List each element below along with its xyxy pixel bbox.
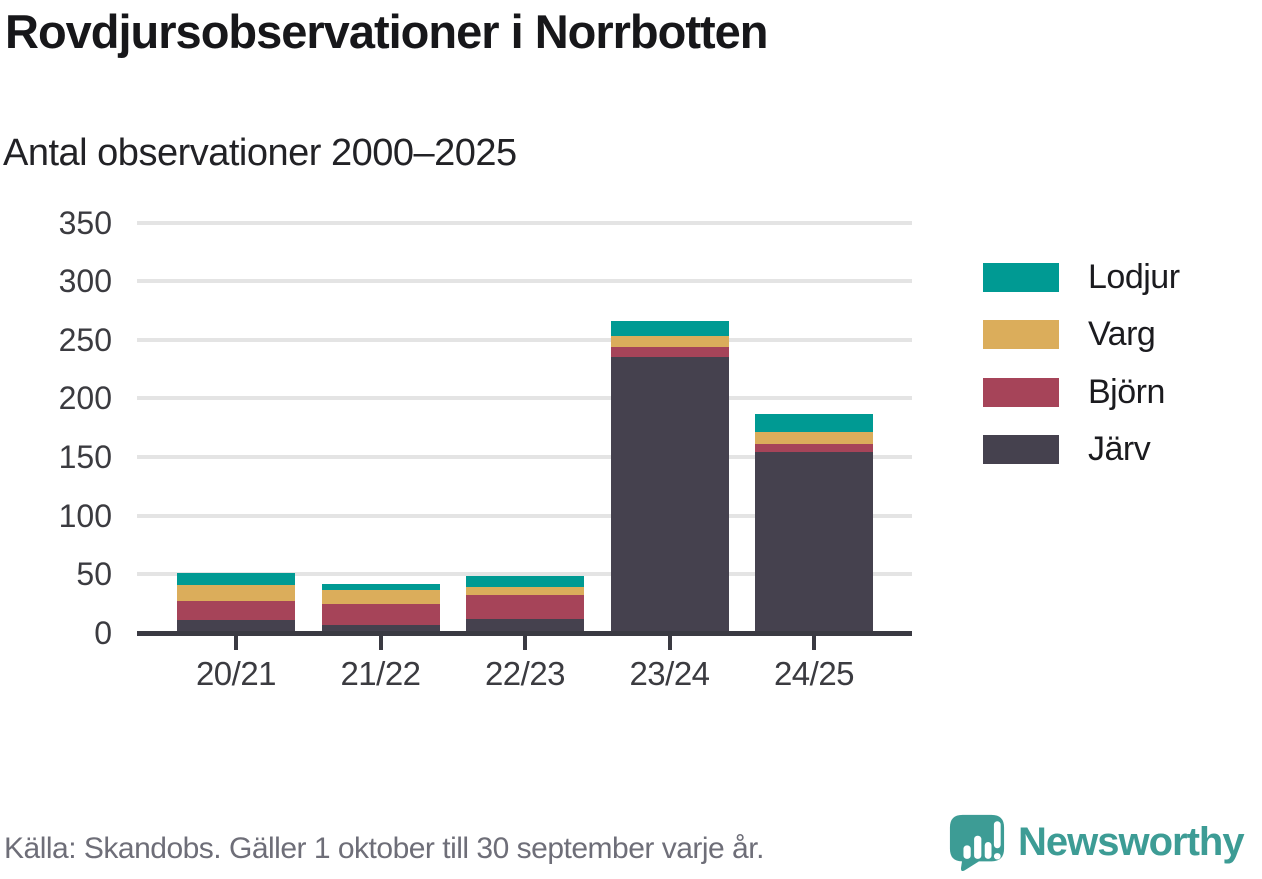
x-axis-tick: [234, 636, 238, 650]
x-axis-tick: [812, 636, 816, 650]
bar-segment-björn: [755, 444, 873, 453]
y-tick-label: 350: [58, 204, 112, 241]
y-tick-label: 200: [58, 380, 112, 417]
y-tick-label: 50: [76, 556, 112, 593]
bar-segment-björn: [177, 601, 295, 621]
gridline-50: [137, 572, 912, 577]
x-tick-label: 21/22: [340, 655, 421, 692]
y-tick-label: 150: [58, 439, 112, 476]
x-axis-tick: [667, 636, 672, 650]
chart-title: Rovdjursobservationer i Norrbotten: [5, 5, 768, 58]
bar-segment-varg: [610, 336, 729, 347]
gridline-250: [137, 337, 912, 342]
y-tick-label: 250: [58, 321, 112, 358]
legend-label-lodjur: Lodjur: [1088, 258, 1180, 296]
x-tick-label: 20/21: [195, 655, 277, 692]
x-axis-tick: [378, 636, 383, 650]
gridline-150: [137, 455, 912, 460]
legend-label-varg: Varg: [1088, 315, 1156, 354]
y-tick-label: 0: [94, 615, 112, 651]
gridline-200: [137, 396, 912, 401]
bar-segment-varg: [177, 584, 295, 602]
legend-swatch-lodjur: [983, 263, 1059, 292]
chart-subtitle: Antal observationer 2000–2025: [3, 132, 517, 174]
y-tick-label: 300: [58, 263, 112, 300]
gridline-100: [137, 513, 912, 518]
y-tick-label: 100: [58, 497, 112, 534]
bar-segment-järv: [755, 452, 873, 633]
brand-wordmark: Newsworthy: [1018, 819, 1245, 864]
legend-item-lodjur: Lodjur: [983, 258, 1180, 296]
bar-segment-lodjur: [177, 573, 295, 585]
legend-label-järv: Järv: [1088, 429, 1151, 468]
bar-segment-varg: [466, 587, 584, 596]
newsworthy-logo-icon: [949, 814, 1005, 871]
bar-segment-lodjur: [755, 413, 873, 433]
legend-label-björn: Björn: [1088, 372, 1165, 411]
gridline-350: [137, 220, 912, 225]
x-tick-label: 22/23: [484, 655, 566, 692]
bar-segment-järv: [466, 618, 584, 633]
x-tick-label: 24/25: [773, 655, 855, 692]
bar-segment-lodjur: [466, 575, 584, 588]
legend-swatch-järv: [983, 434, 1059, 464]
bar-segment-lodjur: [321, 583, 440, 590]
x-axis-line: [137, 631, 912, 636]
legend-item-varg: Varg: [983, 315, 1156, 353]
bar-segment-varg: [755, 432, 873, 445]
bar-segment-järv: [610, 357, 729, 633]
bar-segment-varg: [321, 589, 440, 604]
x-axis-tick: [523, 636, 527, 650]
gridline-300: [137, 279, 912, 284]
legend-swatch-björn: [983, 377, 1059, 407]
x-tick-label: 23/24: [629, 655, 710, 692]
bar-segment-björn: [321, 603, 440, 625]
bar-segment-björn: [610, 346, 729, 358]
bar-segment-järv: [177, 620, 295, 633]
source-text: Källa: Skandobs. Gäller 1 oktober till 3…: [4, 832, 764, 865]
legend-item-björn: Björn: [983, 373, 1165, 411]
legend-item-järv: Järv: [983, 430, 1151, 468]
brand: Newsworthy: [948, 813, 1245, 871]
legend-swatch-varg: [983, 320, 1059, 350]
bar-segment-björn: [466, 595, 584, 619]
bar-segment-lodjur: [610, 321, 729, 337]
bar-segment-järv: [321, 624, 440, 633]
